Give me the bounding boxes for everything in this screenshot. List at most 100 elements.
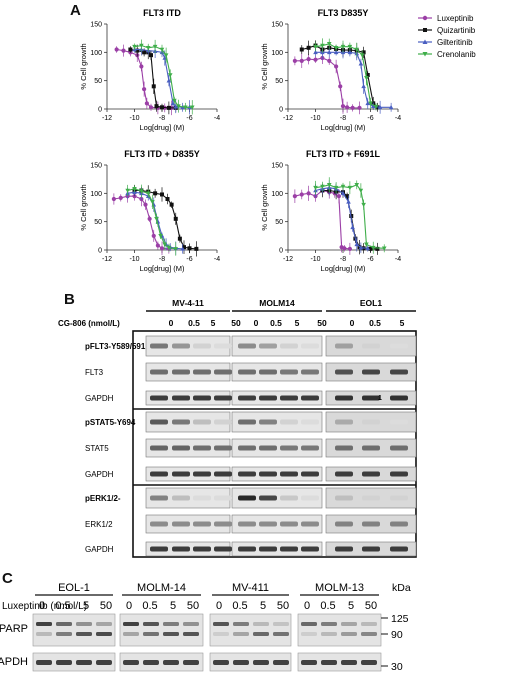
x-axis-label: Log[drug] (M) [139,123,185,132]
blot-band [214,395,232,401]
blot-band [193,445,211,451]
y-axis-label: % Cell growth [260,43,269,89]
y-axis-label: % Cell growth [79,43,88,89]
dose-label: 0.5 [142,600,157,612]
dose-label: 0.5 [232,600,247,612]
cell-line-label: MOLM-14 [137,582,186,594]
data-point [118,195,123,200]
blot-row-label: GAPDH [0,656,28,668]
blot-band [150,369,168,375]
legend-label: Quizartinib [437,26,476,35]
x-tick-label: -8 [340,115,346,122]
data-point [388,104,394,110]
blot-strip [209,652,292,672]
y-tick-label: 0 [98,107,102,114]
x-tick-label: -8 [159,256,165,263]
blot-band [172,495,190,501]
y-tick-label: 150 [90,22,102,29]
data-point [345,105,350,110]
chart-title: FLT3 ITD + F691L [306,149,381,159]
blot-band [280,343,298,349]
blot-band [273,622,289,626]
blot-band [341,660,357,665]
dose-label: 5 [295,318,300,328]
blot-band [390,369,408,375]
blot-band [214,343,232,349]
dose-response-chart: FLT3 ITD + F691L 0 50 100 150 -12 -10 -8 -6 -4 Log… [260,149,401,273]
blot-band [172,343,190,349]
cell-line-label: MV-411 [232,582,269,594]
y-tick-label: 50 [94,78,102,85]
legend-marker [422,15,428,21]
blot-band [172,521,190,527]
blot-band [280,419,298,425]
dose-response-chart: FLT3 ITD + D835Y 0 50 100 150 -12 -10 -8 -6 -4 Log… [79,149,220,273]
x-tick-label: -6 [186,256,192,263]
blot-band [150,419,168,425]
blot-band [150,495,168,501]
blot-band [362,419,380,425]
blot-band [150,546,168,552]
data-point [177,236,182,241]
data-point [358,61,364,66]
data-point [350,224,355,230]
blot-band [341,632,357,636]
data-point [334,64,339,69]
data-point [354,47,360,52]
data-point [359,53,365,58]
dose-label: 0.5 [55,600,70,612]
series-line [130,48,176,109]
data-point [326,183,332,188]
x-axis-label: Log[drug] (M) [320,123,366,132]
blot-band [193,546,211,552]
data-point [361,50,366,55]
blot-band [172,471,190,477]
kda-marker-label: 125 [391,613,409,625]
blot-band [259,471,277,477]
x-tick-label: -10 [129,256,139,263]
blot-band [96,622,112,626]
blot-band [301,343,319,349]
blot-band [259,343,277,349]
x-tick-label: -12 [283,115,293,122]
blot-band [238,419,256,425]
blot-row-label: GAPDH [85,470,114,479]
data-point [345,194,350,199]
x-tick-label: -12 [102,256,112,263]
data-point [111,196,116,202]
dose-label: 0 [169,318,174,328]
blot-strip [119,652,204,672]
dose-label: 0 [216,600,222,612]
dose-label: 50 [231,318,241,328]
x-axis-label: Log[drug] (M) [320,264,366,273]
blot-band [280,546,298,552]
blot-band [76,660,92,665]
blot-band [321,660,337,665]
x-tick-label: -4 [214,256,220,263]
blot-row-label: GAPDH [85,545,114,554]
data-point [180,246,185,251]
blot-band [335,445,353,451]
blot-band [193,343,211,349]
blot-band [172,419,190,425]
data-point [299,58,304,63]
dose-label: 0 [39,600,45,612]
blot-band [361,660,377,665]
dose-label: 0.5 [320,600,335,612]
data-point [320,184,325,189]
blot-band [163,622,179,626]
data-point [162,242,168,247]
data-point [166,78,172,83]
treatment-label: CG-806 (nmol/L) [58,319,120,328]
data-point [377,104,383,110]
blot-band [214,471,232,477]
data-point [159,246,165,251]
blot-band [280,471,298,477]
data-point [159,47,165,52]
blot-band [335,419,353,425]
data-point [160,192,164,197]
data-point [144,101,149,106]
y-tick-label: 0 [279,248,283,255]
data-point [121,48,126,53]
x-tick-label: -4 [395,115,401,122]
